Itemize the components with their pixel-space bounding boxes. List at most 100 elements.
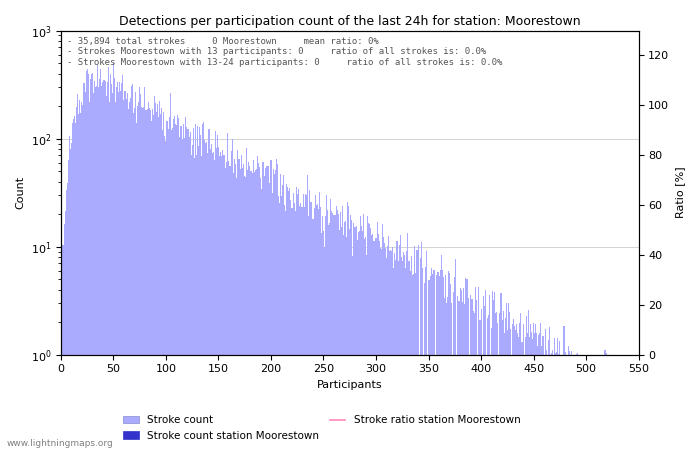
Bar xyxy=(467,279,468,450)
Bar xyxy=(211,153,213,450)
Bar xyxy=(287,187,288,450)
Bar xyxy=(345,221,346,450)
Bar xyxy=(167,129,169,450)
Bar xyxy=(178,118,179,450)
Bar xyxy=(500,293,501,450)
Bar xyxy=(383,237,384,450)
Bar xyxy=(611,355,612,450)
Bar xyxy=(100,68,102,450)
Bar xyxy=(113,63,114,450)
Bar xyxy=(323,231,324,450)
Bar xyxy=(377,234,379,450)
Bar xyxy=(291,208,293,450)
Bar xyxy=(456,355,457,450)
Bar xyxy=(537,346,538,450)
Bar xyxy=(490,355,491,450)
Bar xyxy=(576,354,578,450)
Bar xyxy=(298,189,299,450)
Bar xyxy=(394,252,395,450)
Bar xyxy=(331,212,332,450)
Bar xyxy=(575,355,576,450)
Bar xyxy=(534,333,535,450)
Bar xyxy=(562,355,564,450)
Bar xyxy=(220,153,221,450)
Bar xyxy=(426,251,427,450)
Bar xyxy=(146,109,148,450)
Bar xyxy=(96,86,97,450)
Bar xyxy=(408,261,409,450)
Bar xyxy=(513,320,514,450)
Bar xyxy=(77,94,78,450)
Bar xyxy=(493,300,494,450)
Bar xyxy=(519,323,520,450)
Bar xyxy=(314,195,316,450)
Bar xyxy=(162,130,163,450)
Text: www.lightningmaps.org: www.lightningmaps.org xyxy=(7,439,113,448)
Bar xyxy=(286,184,287,450)
Bar xyxy=(94,81,95,450)
Bar xyxy=(83,83,85,450)
Bar xyxy=(543,355,545,450)
Bar xyxy=(497,323,498,450)
Bar xyxy=(341,227,342,450)
Bar xyxy=(161,108,162,450)
Bar xyxy=(550,355,551,450)
Bar xyxy=(188,137,190,450)
Bar xyxy=(499,313,500,450)
Bar xyxy=(573,355,574,450)
Bar xyxy=(470,295,471,450)
Bar xyxy=(594,355,595,450)
Bar xyxy=(511,355,512,450)
Bar xyxy=(180,126,181,450)
Bar xyxy=(70,149,71,450)
Bar xyxy=(592,355,593,450)
Bar xyxy=(110,74,111,450)
Bar xyxy=(78,114,79,450)
Bar xyxy=(102,81,104,450)
Bar xyxy=(264,176,265,450)
Bar xyxy=(134,108,135,450)
Bar xyxy=(530,324,531,450)
Y-axis label: Ratio [%]: Ratio [%] xyxy=(675,167,685,218)
Bar xyxy=(194,158,195,450)
Bar xyxy=(496,312,497,450)
Bar xyxy=(127,109,129,450)
Bar xyxy=(417,245,419,450)
Bar xyxy=(326,194,327,450)
Bar xyxy=(174,116,175,450)
Bar xyxy=(234,165,236,450)
Bar xyxy=(552,350,553,450)
Bar xyxy=(324,247,325,450)
Bar xyxy=(589,355,590,450)
Bar xyxy=(368,223,369,450)
Bar xyxy=(308,216,309,450)
Bar xyxy=(554,338,555,450)
Bar xyxy=(402,252,404,450)
Bar xyxy=(440,255,442,450)
Bar xyxy=(366,255,367,450)
Bar xyxy=(428,280,429,450)
Bar xyxy=(312,219,314,450)
Text: - 35,894 total strokes     0 Moorestown     mean ratio: 0%
- Strokes Moorestown : - 35,894 total strokes 0 Moorestown mean… xyxy=(66,37,502,67)
Bar xyxy=(404,255,405,450)
Bar xyxy=(321,233,322,450)
Bar xyxy=(540,324,541,450)
Bar xyxy=(421,268,423,450)
Bar xyxy=(477,355,478,450)
Bar xyxy=(265,168,266,450)
X-axis label: Participants: Participants xyxy=(317,380,383,390)
Bar xyxy=(181,126,182,450)
Bar xyxy=(74,116,75,450)
Bar xyxy=(276,164,278,450)
Bar xyxy=(283,176,284,450)
Bar xyxy=(260,178,261,450)
Bar xyxy=(342,207,343,450)
Bar xyxy=(374,241,375,450)
Bar xyxy=(144,87,146,450)
Bar xyxy=(391,251,392,450)
Bar xyxy=(339,230,340,450)
Bar xyxy=(501,320,503,450)
Bar xyxy=(169,93,171,450)
Bar xyxy=(309,190,310,450)
Bar xyxy=(584,355,586,450)
